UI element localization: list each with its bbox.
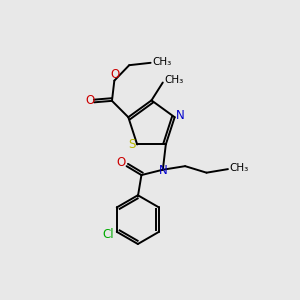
Text: CH₃: CH₃ bbox=[152, 57, 172, 67]
Text: CH₃: CH₃ bbox=[230, 163, 249, 173]
Text: N: N bbox=[176, 109, 185, 122]
Text: N: N bbox=[159, 164, 168, 177]
Text: O: O bbox=[85, 94, 94, 107]
Text: Cl: Cl bbox=[103, 228, 114, 241]
Text: S: S bbox=[128, 138, 136, 151]
Text: O: O bbox=[117, 156, 126, 169]
Text: O: O bbox=[110, 68, 120, 81]
Text: CH₃: CH₃ bbox=[164, 75, 184, 85]
